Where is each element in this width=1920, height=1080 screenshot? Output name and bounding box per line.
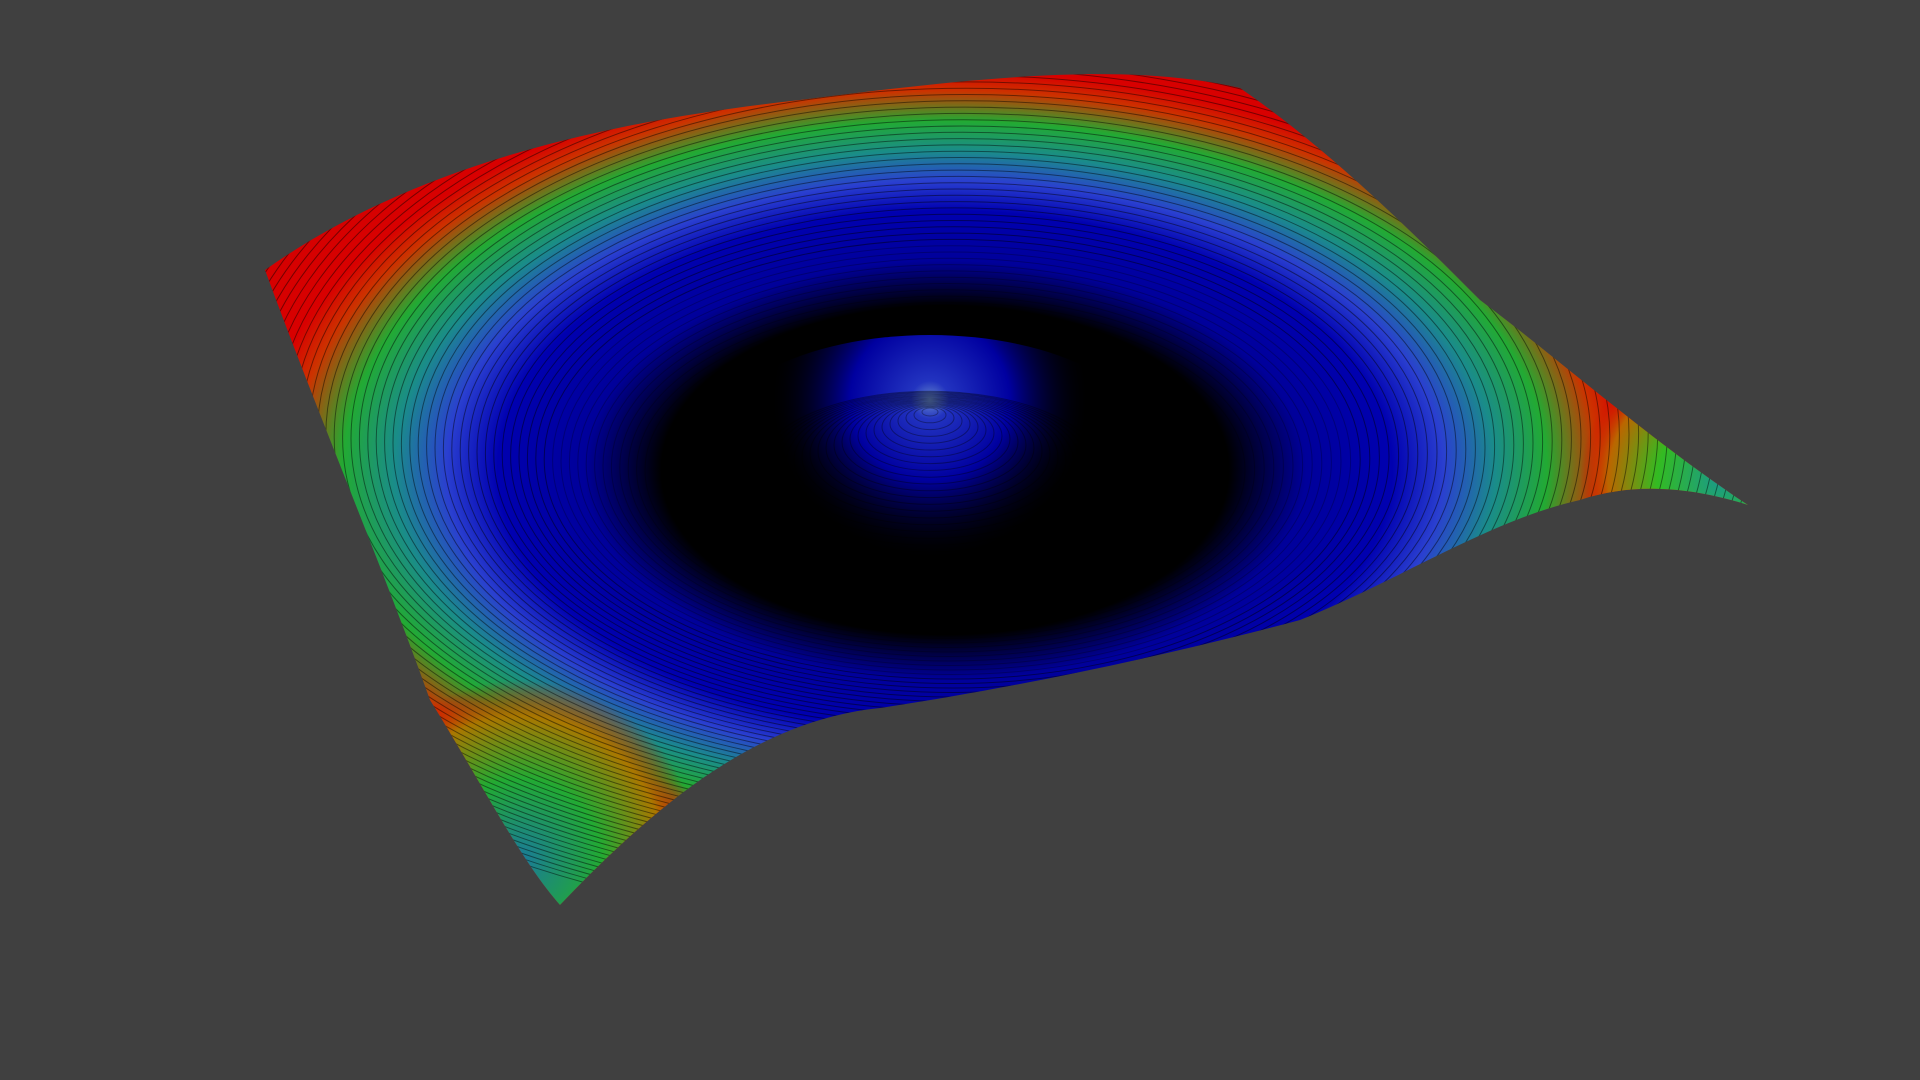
center-peak <box>700 335 1160 575</box>
peak-contour-line <box>897 405 963 437</box>
peak-contour-line <box>753 390 1107 560</box>
peak-contour-line <box>865 401 995 465</box>
contour-line <box>627 301 1265 635</box>
peak-contour-line <box>905 405 955 431</box>
contour-line <box>644 314 1246 626</box>
contour-line <box>552 245 1352 675</box>
contour-line <box>568 257 1332 666</box>
peak-contour-line <box>801 395 1059 519</box>
peak-contour-line <box>881 403 979 451</box>
contour-line <box>543 238 1361 680</box>
peak-contour-line <box>841 399 1019 485</box>
contour-line <box>560 251 1342 671</box>
peak-contour-line <box>889 404 971 444</box>
contour-line <box>526 226 1380 689</box>
contour-line <box>585 270 1313 658</box>
peak-contour-line <box>769 392 1091 546</box>
peak-contour-line <box>849 400 1011 478</box>
peak-contour-line <box>793 394 1067 526</box>
peak-contour-line <box>777 393 1083 539</box>
contour-line <box>619 295 1275 639</box>
peak-contour-line <box>809 396 1051 512</box>
peak-contour-line <box>825 397 1035 499</box>
contour-line <box>577 264 1323 662</box>
peak-contour-line <box>785 393 1075 533</box>
peak-contour-line <box>873 402 987 458</box>
peak-contour-line <box>833 398 1027 492</box>
peak-contour-line <box>857 401 1003 471</box>
peak-contour-lines <box>753 390 1107 560</box>
surface-body <box>265 74 1748 905</box>
peak-contour-line <box>913 406 947 424</box>
contour-line <box>594 276 1304 653</box>
contour-line <box>518 220 1390 693</box>
contour-line <box>610 289 1284 644</box>
peak-contour-line <box>761 391 1099 553</box>
peak-contour-line <box>817 397 1043 505</box>
contour-line <box>636 308 1256 630</box>
contour-line <box>535 232 1371 684</box>
contour-line <box>602 283 1294 648</box>
peak-contour-line <box>921 407 939 417</box>
